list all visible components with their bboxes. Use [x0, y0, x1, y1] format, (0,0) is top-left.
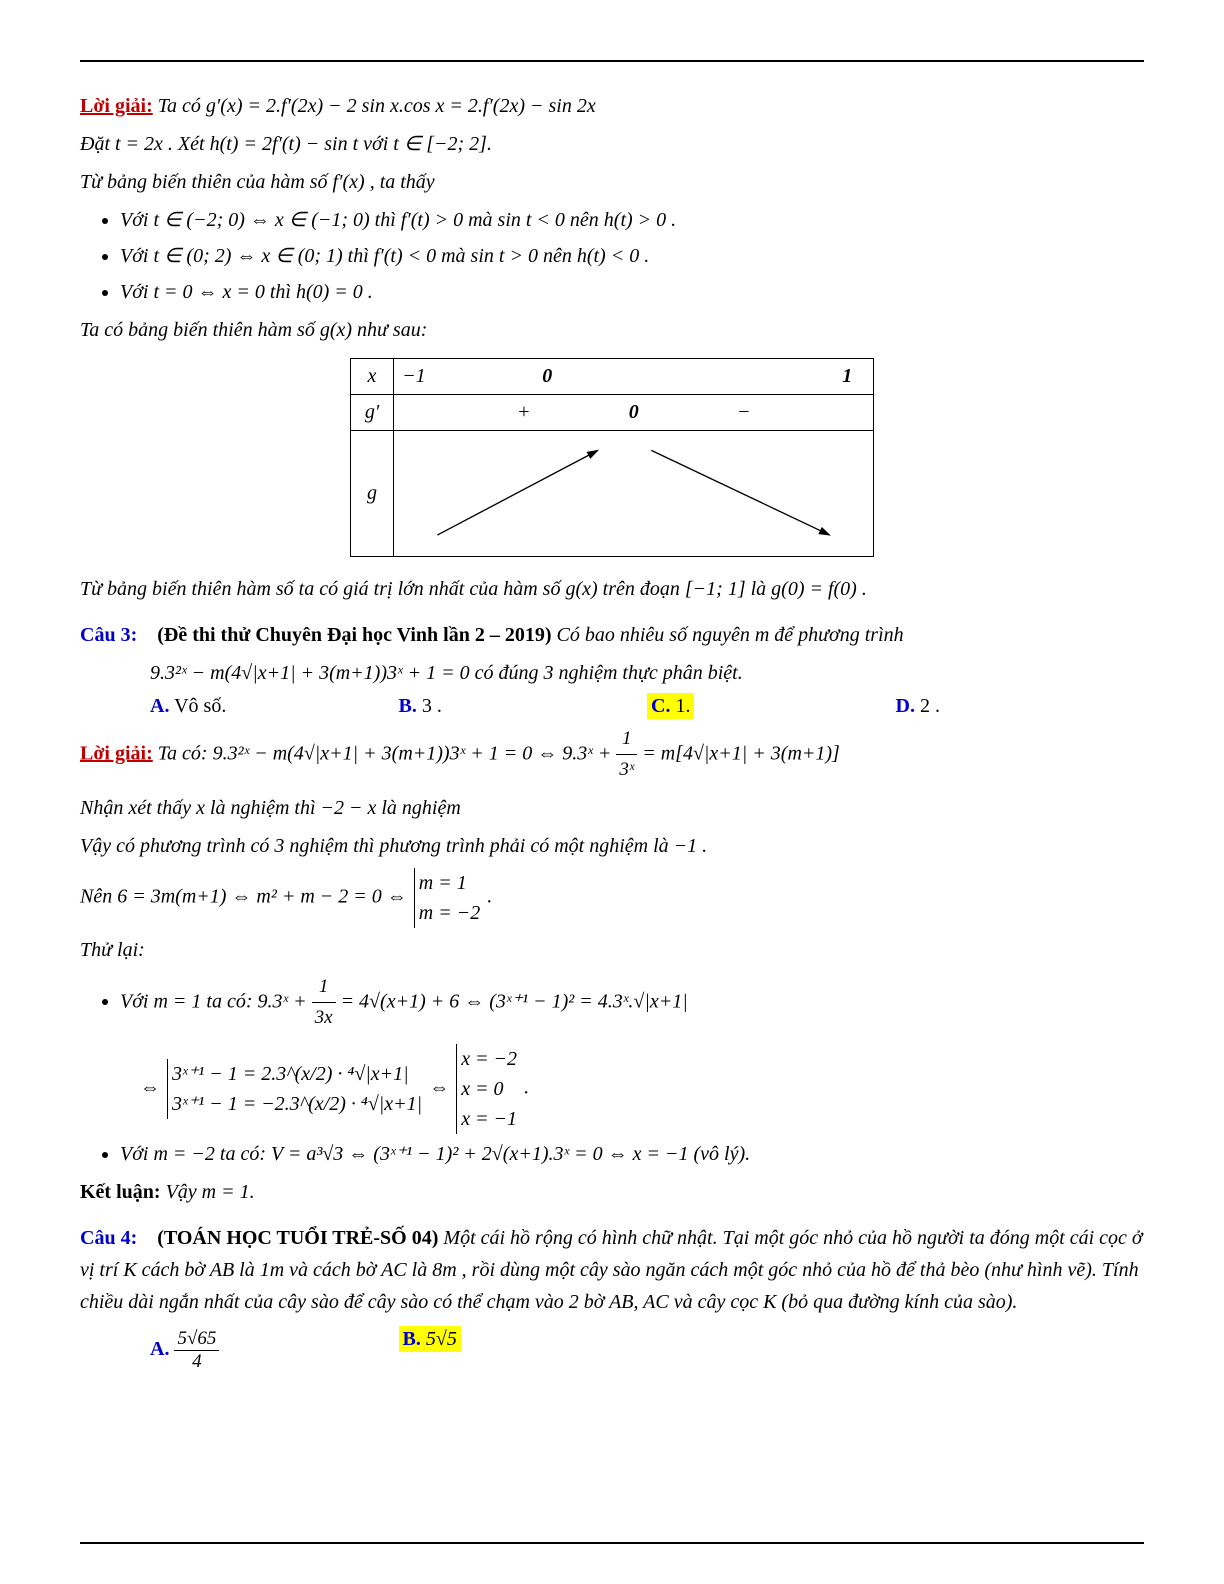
cau4-label: Câu 4: — [80, 1227, 137, 1249]
bbt-g-arrows — [394, 431, 874, 557]
bbt-row-gp: g′ + 0 − — [350, 395, 873, 431]
bbt-table: x −1 0 1 g′ + 0 − g — [350, 358, 874, 557]
b1-iff2: ⇔ — [429, 1076, 454, 1098]
cau3-vay: Vậy có phương trình có 3 nghiệm thì phươ… — [80, 830, 1144, 862]
ketluan-label: Kết luận: — [80, 1181, 161, 1203]
bbt-x-head: x — [350, 359, 393, 395]
cau3-title: (Đề thi thử Chuyên Đại học Vinh lần 2 – … — [157, 624, 551, 646]
cau3-opt-c-text: 1. — [675, 695, 690, 717]
cau3-nen-a: Nên 6 = 3m(m+1) ⇔ m² + m − 2 = 0 ⇔ — [80, 885, 412, 907]
cau3-opt-b: B. 3 . — [399, 695, 648, 718]
bullet-3: Với t = 0 ⇔ x = 0 thì h(0) = 0 . — [120, 276, 1144, 308]
cau4-opt-d-empty — [896, 1328, 1145, 1373]
cau4-b-text: 5√5 — [426, 1328, 457, 1350]
sol2: m = −2 — [419, 898, 480, 928]
cau3-b1-iff-block: ⇔ 3ˣ⁺¹ − 1 = 2.3^(x/2) · ⁴√|x+1| 3ˣ⁺¹ − … — [140, 1044, 1144, 1134]
cau4-block: Câu 4: (TOÁN HỌC TUỔI TRẺ-SỐ 04) Một cái… — [80, 1222, 1144, 1318]
bbt-row-x: x −1 0 1 — [350, 359, 873, 395]
cau3-header: Câu 3: (Đề thi thử Chuyên Đại học Vinh l… — [80, 619, 1144, 651]
loigiai-line-1: Lời giải: Ta có g′(x) = 2.f′(2x) − 2 sin… — [80, 90, 1144, 122]
cau3-opt-c: C. 1. — [647, 695, 896, 718]
cau3-opt-a: A. Vô số. — [150, 695, 399, 718]
cau3-loigiai: Lời giải: Ta có: 9.3²ˣ − m(4√|x+1| + 3(m… — [80, 724, 1144, 786]
b1-br2a: x = −2 — [461, 1044, 517, 1074]
cau3-opt-b-text: 3 . — [422, 695, 442, 717]
cau4-opt-a-frac: 5√65 4 — [174, 1328, 219, 1373]
bbt-x-v0: −1 — [402, 365, 442, 388]
sol1: m = 1 — [419, 868, 480, 898]
cau3-loigiai-label: Lời giải: — [80, 742, 153, 764]
top-rule — [80, 60, 1144, 62]
cau3-thulai: Thử lại: — [80, 934, 1144, 966]
bbt-gp-vals: + 0 − — [394, 395, 874, 431]
cau4-options: A. 5√65 4 B. 5√5 — [150, 1328, 1144, 1373]
cau4-title: (TOÁN HỌC TUỔI TRẺ-SỐ 04) — [157, 1227, 438, 1249]
period2: . — [524, 1076, 529, 1098]
bbt-gp-minus: − — [669, 401, 819, 424]
cau3-b1a: Với m = 1 ta có: 9.3ˣ + — [120, 990, 312, 1012]
cau3-nen: Nên 6 = 3m(m+1) ⇔ m² + m − 2 = 0 ⇔ m = 1… — [80, 868, 1144, 928]
cau3-options: A. Vô số. B. 3 . C. 1. D. 2 . — [150, 695, 1144, 718]
cau3-eq2b: = m[4√|x+1| + 3(m+1)] — [642, 742, 840, 764]
line-conclusion-1: Từ bảng biến thiên hàm số ta có giá trị … — [80, 573, 1144, 605]
cau3-opt-d: D. 2 . — [896, 695, 1145, 718]
page: Lời giải: Ta có g′(x) = 2.f′(2x) − 2 sin… — [0, 0, 1224, 1584]
period: . — [487, 885, 492, 907]
bbt-gp-head: g′ — [350, 395, 393, 431]
line-dat: Đặt t = 2x . Xét h(t) = 2f′(t) − sin t v… — [80, 128, 1144, 160]
bbt-table-wrap: x −1 0 1 g′ + 0 − g — [80, 358, 1144, 557]
bbt-x-vals: −1 0 1 — [394, 359, 874, 395]
bullet-list-1: Với t ∈ (−2; 0) ⇔ x ∈ (−1; 0) thì f′(t) … — [120, 204, 1144, 308]
cau4-a-num: 5√65 — [174, 1328, 219, 1351]
bbt-row-g: g — [350, 431, 873, 557]
bottom-rule — [80, 1542, 1144, 1544]
bullet-1: Với t ∈ (−2; 0) ⇔ x ∈ (−1; 0) thì f′(t) … — [120, 204, 1144, 236]
bullet-2: Với t ∈ (0; 2) ⇔ x ∈ (0; 1) thì f′(t) < … — [120, 240, 1144, 272]
b1-frac-num: 1 — [312, 972, 336, 1003]
bbt-gp-zero: 0 — [604, 401, 664, 424]
b1-br1b: 3ˣ⁺¹ − 1 = −2.3^(x/2) · ⁴√|x+1| — [172, 1089, 422, 1119]
line-tu-bbt: Từ bảng biến thiên của hàm số f′(x) , ta… — [80, 166, 1144, 198]
cau4-opt-b: B. 5√5 — [399, 1328, 648, 1373]
line-taco-bbt: Ta có bảng biến thiên hàm số g(x) như sa… — [80, 314, 1144, 346]
cau3-ketluan: Kết luận: Vậy m = 1. — [80, 1176, 1144, 1208]
cau3-nx: Nhận xét thấy x là nghiệm thì −2 − x là … — [80, 792, 1144, 824]
bbt-arrow-svg — [408, 437, 859, 544]
cau3-eq2a: Ta có: 9.3²ˣ − m(4√|x+1| + 3(m+1))3ˣ + 1… — [158, 742, 617, 764]
cau4-opt-a: A. 5√65 4 — [150, 1328, 399, 1373]
cau3-label: Câu 3: — [80, 624, 137, 646]
b1-br2c: x = −1 — [461, 1104, 517, 1134]
b1-br2b: x = 0 — [461, 1074, 517, 1104]
cau3-eq1: 9.3²ˣ − m(4√|x+1| + 3(m+1))3ˣ + 1 = 0 có… — [150, 657, 1144, 689]
cau3-opt-d-text: 2 . — [920, 695, 940, 717]
bbt-x-v1: 0 — [447, 365, 647, 388]
cau3-b1: Với m = 1 ta có: 9.3ˣ + 1 3x = 4√(x+1) +… — [120, 972, 1144, 1134]
bbt-x-v2: 1 — [652, 365, 852, 388]
b1-bracket1: 3ˣ⁺¹ − 1 = 2.3^(x/2) · ⁴√|x+1| 3ˣ⁺¹ − 1 … — [167, 1059, 422, 1119]
cau3-b1-frac: 1 3x — [312, 972, 336, 1034]
cau4-opt-c-empty — [647, 1328, 896, 1373]
b1-bracket2: x = −2 x = 0 x = −1 — [456, 1044, 517, 1134]
cau3-nen-bracket: m = 1 m = −2 — [414, 868, 480, 928]
b1-br1a: 3ˣ⁺¹ − 1 = 2.3^(x/2) · ⁴√|x+1| — [172, 1059, 422, 1089]
cau3-b2: Với m = −2 ta có: V = a³√3 ⇔ (3ˣ⁺¹ − 1)²… — [120, 1138, 1144, 1170]
cau4-a-den: 4 — [174, 1351, 219, 1373]
ketluan-text: Vậy m = 1. — [166, 1181, 255, 1203]
b1-iff: ⇔ — [140, 1076, 165, 1098]
cau3-bullets: Với m = 1 ta có: 9.3ˣ + 1 3x = 4√(x+1) +… — [120, 972, 1144, 1170]
b1-frac-den: 3x — [312, 1003, 336, 1033]
bbt-g-head: g — [350, 431, 393, 557]
cau3-b1b: = 4√(x+1) + 6 ⇔ (3ˣ⁺¹ − 1)² = 4.3ˣ.√|x+1… — [341, 990, 688, 1012]
frac-num: 1 — [616, 724, 637, 755]
cau3-eq2-frac: 1 3ˣ — [616, 724, 637, 786]
frac-den: 3ˣ — [616, 755, 637, 785]
cau3-text1: Có bao nhiêu số nguyên m để phương trình — [557, 624, 904, 646]
eq-text: Ta có g′(x) = 2.f′(2x) − 2 sin x.cos x =… — [158, 95, 596, 117]
cau3-opt-a-text: Vô số. — [174, 695, 226, 717]
bbt-gp-plus: + — [449, 401, 599, 424]
loigiai-label: Lời giải: — [80, 95, 153, 117]
